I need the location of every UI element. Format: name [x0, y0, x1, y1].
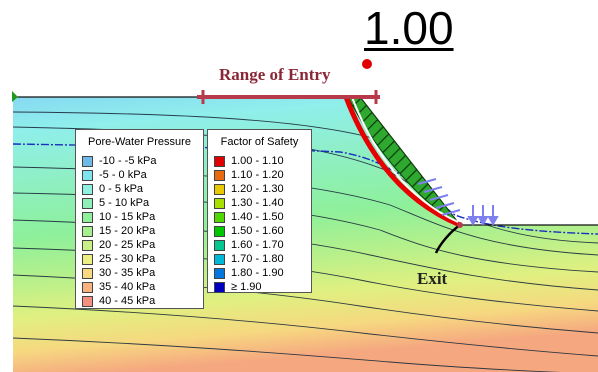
- legend-swatch: [214, 267, 225, 279]
- boundary-marker: [12, 91, 18, 102]
- fos-legend-item: 1.10 - 1.20: [214, 168, 305, 182]
- fos-legend-item: 1.60 - 1.70: [214, 238, 305, 252]
- fos-legend-item: 1.40 - 1.50: [214, 210, 305, 224]
- pwp-legend-item: 35 - 40 kPa: [82, 280, 197, 294]
- legend-swatch: [214, 239, 225, 251]
- legend-swatch: [82, 239, 93, 251]
- legend-item-label: -5 - 0 kPa: [99, 169, 147, 181]
- legend-swatch: [214, 183, 225, 195]
- legend-item-label: 1.50 - 1.60: [231, 225, 284, 237]
- legend-swatch: [214, 155, 225, 167]
- legend-item-label: 1.30 - 1.40: [231, 197, 284, 209]
- pore-water-pressure-legend: Pore-Water Pressure -10 - -5 kPa -5 - 0 k…: [75, 129, 204, 309]
- fos-legend-item: 1.80 - 1.90: [214, 266, 305, 280]
- legend-swatch: [82, 295, 93, 307]
- legend-item-label: 1.80 - 1.90: [231, 267, 284, 279]
- legend-item-label: 1.60 - 1.70: [231, 239, 284, 251]
- legend-item-label: 25 - 30 kPa: [99, 253, 156, 265]
- slip-surface-inner: [351, 96, 459, 223]
- legend-swatch: [214, 225, 225, 237]
- legend-item-label: 0 - 5 kPa: [99, 183, 144, 195]
- seepage-arrow: [441, 209, 461, 216]
- critical-slip-center: [362, 59, 372, 69]
- seepage-arrow: [417, 178, 437, 185]
- legend-swatch: [214, 211, 225, 223]
- legend-swatch: [214, 253, 225, 265]
- legend-swatch: [82, 183, 93, 195]
- seepage-arrow: [429, 194, 449, 201]
- legend-title: Pore-Water Pressure: [88, 136, 191, 148]
- arrowhead: [467, 216, 479, 227]
- legend-swatch: [82, 225, 93, 237]
- seepage-arrow: [423, 186, 443, 193]
- legend-swatch: [82, 281, 93, 293]
- pwp-legend-item: 20 - 25 kPa: [82, 238, 197, 252]
- pwp-legend-item: 0 - 5 kPa: [82, 182, 197, 196]
- legend-item-label: 20 - 25 kPa: [99, 239, 156, 251]
- legend-swatch: [214, 197, 225, 209]
- range-of-entry-label: Range of Entry: [219, 65, 331, 84]
- legend-item-label: 1.20 - 1.30: [231, 183, 284, 195]
- pwp-legend-item: 5 - 10 kPa: [82, 196, 197, 210]
- legend-item-label: 1.00 - 1.10: [231, 155, 284, 167]
- legend-item-label: 10 - 15 kPa: [99, 211, 156, 223]
- pwp-legend-item: 15 - 20 kPa: [82, 224, 197, 238]
- factor-of-safety-legend: Factor of Safety 1.00 - 1.10 1.10 - 1.20 1…: [207, 129, 312, 293]
- legend-swatch: [214, 281, 225, 293]
- legend-item-label: 35 - 40 kPa: [99, 281, 156, 293]
- legend-swatch: [82, 253, 93, 265]
- pwp-legend-item: 40 - 45 kPa: [82, 294, 197, 308]
- seepage-face-arrows: [417, 178, 499, 227]
- entry-range-bar: [197, 90, 380, 104]
- arrowhead: [477, 216, 489, 227]
- pwp-legend-item: 10 - 15 kPa: [82, 210, 197, 224]
- pwp-legend-item: 30 - 35 kPa: [82, 266, 197, 280]
- legend-item-label: 1.70 - 1.80: [231, 253, 284, 265]
- fos-legend-item: 1.00 - 1.10: [214, 154, 305, 168]
- contour-line: [13, 337, 598, 372]
- fos-legend-item: 1.20 - 1.30: [214, 182, 305, 196]
- exit-range-arc: [434, 223, 461, 254]
- legend-item-label: 30 - 35 kPa: [99, 267, 156, 279]
- legend-swatch: [82, 267, 93, 279]
- legend-swatch: [82, 211, 93, 223]
- exit-point: [457, 222, 463, 228]
- legend-item-label: 1.10 - 1.20: [231, 169, 284, 181]
- pwp-legend-item: 25 - 30 kPa: [82, 252, 197, 266]
- legend-item-label: 1.40 - 1.50: [231, 211, 284, 223]
- legend-item-label: -10 - -5 kPa: [99, 155, 157, 167]
- pwp-legend-item: -10 - -5 kPa: [82, 154, 197, 168]
- fos-legend-item: 1.70 - 1.80: [214, 252, 305, 266]
- pwp-legend-item: -5 - 0 kPa: [82, 168, 197, 182]
- arrowhead: [487, 216, 499, 227]
- fos-legend-item: 1.30 - 1.40: [214, 196, 305, 210]
- legend-item-label: 15 - 20 kPa: [99, 225, 156, 237]
- legend-swatch: [214, 169, 225, 181]
- critical-slip-surface: [343, 96, 461, 228]
- legend-swatch: [82, 169, 93, 181]
- legend-item-label: 5 - 10 kPa: [99, 197, 150, 209]
- seepage-arrow: [435, 202, 455, 209]
- legend-item-label: 40 - 45 kPa: [99, 295, 156, 307]
- exit-label: Exit: [417, 269, 448, 288]
- legend-swatch: [82, 197, 93, 209]
- fos-legend-item: ≥ 1.90: [214, 280, 305, 294]
- legend-swatch: [82, 155, 93, 167]
- fos-legend-item: 1.50 - 1.60: [214, 224, 305, 238]
- factor-of-safety-value: 1.00: [364, 2, 454, 54]
- contour-line: [13, 305, 598, 357]
- legend-item-label: ≥ 1.90: [231, 281, 262, 293]
- legend-title: Factor of Safety: [220, 136, 299, 148]
